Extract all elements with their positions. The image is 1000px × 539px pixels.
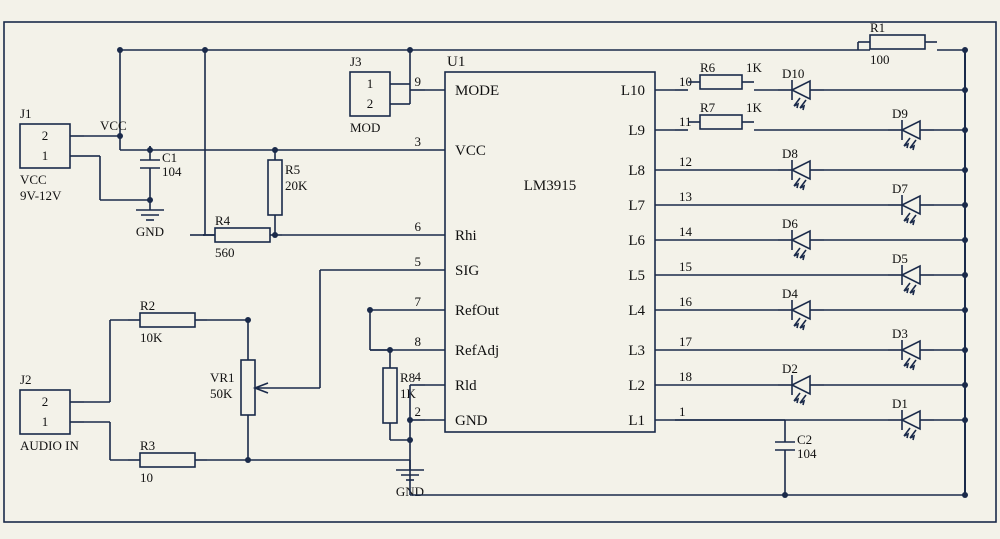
svg-text:5: 5 xyxy=(415,254,422,269)
svg-text:L2: L2 xyxy=(628,378,645,394)
svg-text:13: 13 xyxy=(679,189,692,204)
svg-text:J3: J3 xyxy=(350,54,362,69)
svg-text:VCC: VCC xyxy=(20,172,47,187)
svg-text:50K: 50K xyxy=(210,386,233,401)
svg-text:2: 2 xyxy=(415,404,422,419)
svg-text:R4: R4 xyxy=(215,213,231,228)
svg-text:Rhi: Rhi xyxy=(455,228,477,244)
svg-text:2: 2 xyxy=(42,128,49,143)
svg-text:D6: D6 xyxy=(782,216,798,231)
svg-text:D5: D5 xyxy=(892,251,908,266)
svg-text:SIG: SIG xyxy=(455,263,479,279)
svg-text:J1: J1 xyxy=(20,106,32,121)
svg-text:VCC: VCC xyxy=(455,143,486,159)
svg-text:14: 14 xyxy=(679,224,693,239)
svg-text:RefAdj: RefAdj xyxy=(455,343,499,359)
svg-text:16: 16 xyxy=(679,294,693,309)
svg-text:D10: D10 xyxy=(782,66,804,81)
svg-text:L7: L7 xyxy=(628,198,645,214)
svg-text:GND: GND xyxy=(455,413,488,429)
svg-text:8: 8 xyxy=(415,334,422,349)
svg-text:D8: D8 xyxy=(782,146,798,161)
svg-text:MOD: MOD xyxy=(350,120,380,135)
svg-text:L9: L9 xyxy=(628,123,645,139)
svg-text:MODE: MODE xyxy=(455,83,499,99)
svg-text:L5: L5 xyxy=(628,268,645,284)
svg-text:D9: D9 xyxy=(892,106,908,121)
svg-text:1K: 1K xyxy=(400,386,417,401)
svg-text:GND: GND xyxy=(136,224,164,239)
svg-text:104: 104 xyxy=(797,446,817,461)
svg-text:10K: 10K xyxy=(140,330,163,345)
svg-text:VR1: VR1 xyxy=(210,370,235,385)
svg-text:R1: R1 xyxy=(870,20,885,35)
svg-text:U1: U1 xyxy=(447,54,465,70)
svg-text:D4: D4 xyxy=(782,286,798,301)
svg-text:L1: L1 xyxy=(628,413,645,429)
svg-text:9: 9 xyxy=(415,74,422,89)
svg-text:D7: D7 xyxy=(892,181,908,196)
svg-text:L3: L3 xyxy=(628,343,645,359)
svg-text:104: 104 xyxy=(162,164,182,179)
svg-text:2: 2 xyxy=(42,394,49,409)
svg-text:100: 100 xyxy=(870,52,890,67)
svg-text:12: 12 xyxy=(679,154,692,169)
svg-text:L8: L8 xyxy=(628,163,645,179)
svg-text:1K: 1K xyxy=(746,60,763,75)
svg-text:2: 2 xyxy=(367,96,374,111)
svg-text:1: 1 xyxy=(679,404,686,419)
svg-text:J2: J2 xyxy=(20,372,32,387)
svg-text:18: 18 xyxy=(679,369,692,384)
svg-text:L10: L10 xyxy=(621,83,645,99)
svg-text:17: 17 xyxy=(679,334,693,349)
svg-text:D3: D3 xyxy=(892,326,908,341)
svg-text:AUDIO IN: AUDIO IN xyxy=(20,438,79,453)
svg-text:VCC: VCC xyxy=(100,118,127,133)
svg-text:9V-12V: 9V-12V xyxy=(20,188,62,203)
svg-text:7: 7 xyxy=(415,294,422,309)
svg-text:Rld: Rld xyxy=(455,378,477,394)
svg-text:R2: R2 xyxy=(140,298,155,313)
svg-text:6: 6 xyxy=(415,219,422,234)
svg-text:15: 15 xyxy=(679,259,692,274)
svg-text:D1: D1 xyxy=(892,396,908,411)
svg-text:1: 1 xyxy=(42,414,49,429)
svg-text:L4: L4 xyxy=(628,303,645,319)
svg-text:R3: R3 xyxy=(140,438,155,453)
svg-text:D2: D2 xyxy=(782,361,798,376)
svg-text:L6: L6 xyxy=(628,233,645,249)
svg-text:20K: 20K xyxy=(285,178,308,193)
svg-text:560: 560 xyxy=(215,245,235,260)
svg-text:10: 10 xyxy=(140,470,153,485)
svg-text:3: 3 xyxy=(415,134,422,149)
svg-text:1: 1 xyxy=(367,76,374,91)
svg-text:RefOut: RefOut xyxy=(455,303,500,319)
svg-text:C2: C2 xyxy=(797,432,812,447)
svg-text:1: 1 xyxy=(42,148,49,163)
svg-text:R6: R6 xyxy=(700,60,716,75)
svg-text:4: 4 xyxy=(415,369,422,384)
svg-text:R8: R8 xyxy=(400,370,415,385)
svg-text:LM3915: LM3915 xyxy=(524,178,577,194)
svg-text:C1: C1 xyxy=(162,150,177,165)
svg-text:R7: R7 xyxy=(700,100,716,115)
svg-text:1K: 1K xyxy=(746,100,763,115)
svg-text:R5: R5 xyxy=(285,162,300,177)
